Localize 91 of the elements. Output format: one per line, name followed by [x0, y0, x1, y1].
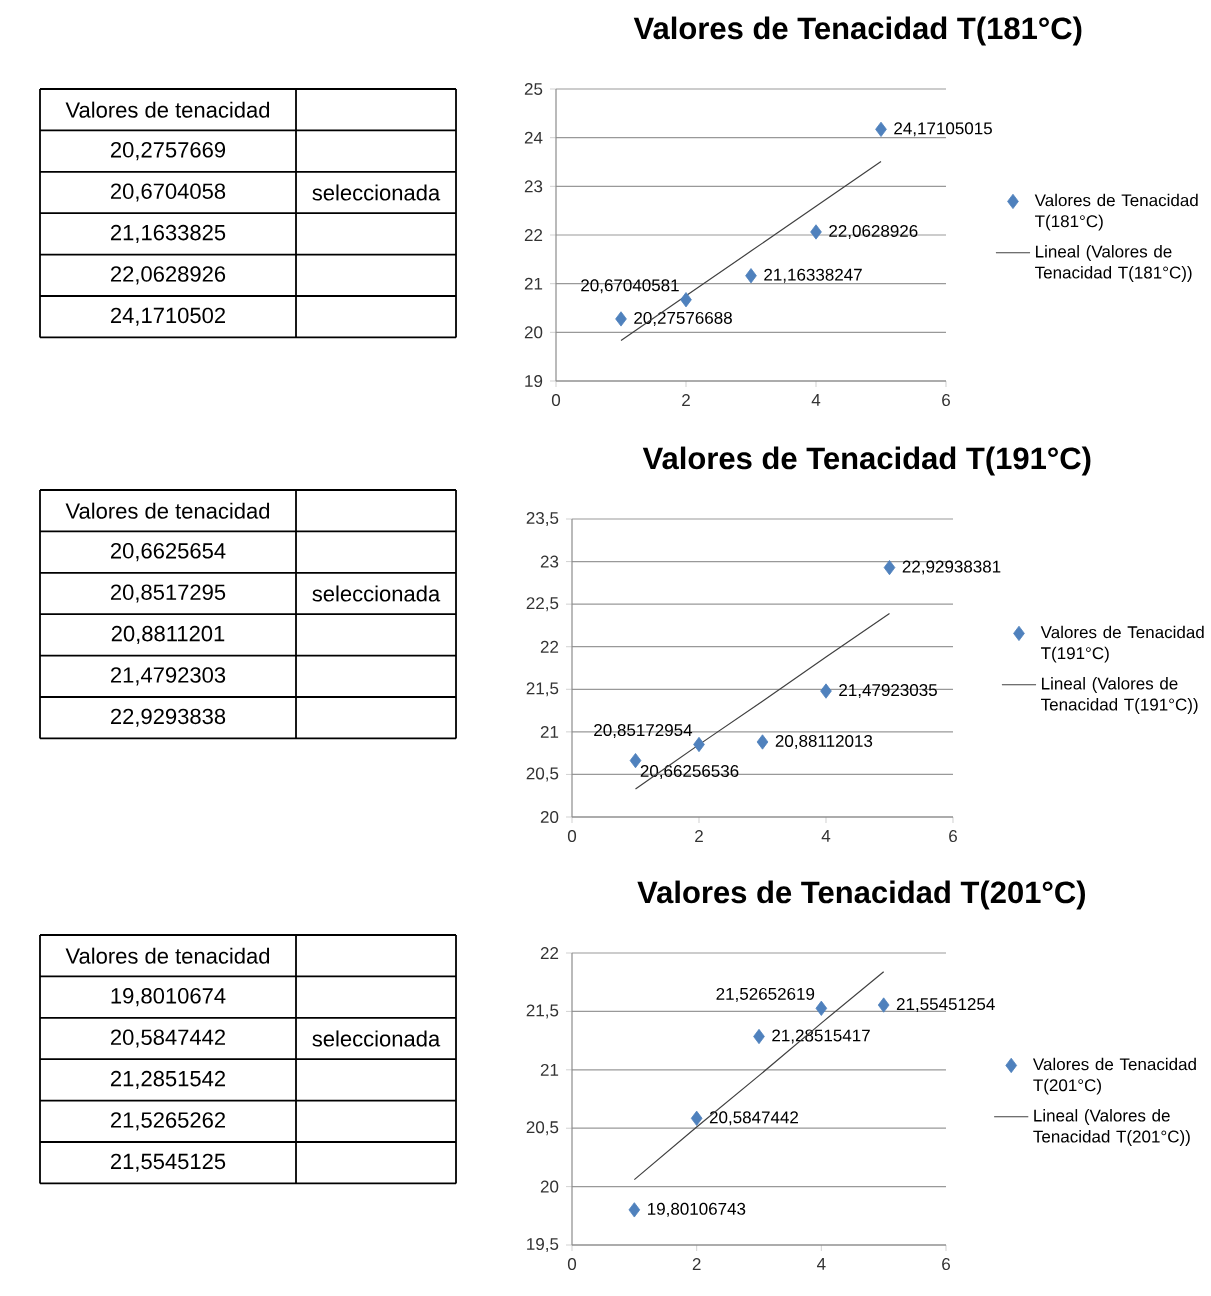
y-tick-label: 23: [540, 555, 559, 568]
data-label: 20,5847442: [709, 1111, 799, 1126]
point: [745, 268, 757, 284]
point: [753, 1028, 765, 1045]
y-tick-label: 19,5: [527, 1238, 559, 1253]
data-label: 20,85172954: [594, 724, 693, 739]
legend-label: Lineal (Valores de Tenacidad T(181°C)): [1035, 245, 1192, 282]
y-tick-label: 22: [540, 640, 559, 653]
x-tick-label: 4: [811, 394, 821, 406]
point: [875, 121, 887, 137]
point: [629, 752, 642, 769]
text: 20,8811201: [111, 625, 225, 645]
point: [615, 311, 627, 327]
point: [693, 736, 705, 753]
text: 20,5847442: [110, 1029, 225, 1048]
text: seleccionada: [312, 585, 441, 602]
text: 21,5265262: [110, 1112, 225, 1131]
line-series: [633, 971, 885, 1181]
data-label: 20,67040581: [581, 279, 679, 294]
data-label: 21,55451254: [896, 998, 995, 1013]
point: [877, 997, 890, 1013]
x-tick-label: 0: [567, 830, 577, 843]
text: 20,8517295: [110, 584, 226, 603]
data-label: 19,80106743: [648, 1202, 746, 1217]
data-label: 20,88112013: [775, 734, 873, 749]
y-tick-label: 22: [540, 947, 559, 959]
text: 21,2851542: [110, 1070, 225, 1090]
point: [815, 1000, 828, 1016]
x-tick-label: 4: [816, 1258, 826, 1270]
x-tick-label: 4: [821, 830, 831, 842]
x-tick-label: 6: [942, 1258, 950, 1271]
data-label: 24,17105015: [894, 122, 992, 137]
y-tick-label: 25: [524, 83, 543, 96]
legend-label: Valores de Tenacidad T(201°C): [1032, 1057, 1196, 1095]
text: 20,6625654: [110, 543, 226, 562]
data-label: 21,16338247: [764, 268, 862, 283]
text: 19,8010674: [111, 988, 226, 1007]
x-tick-label: 2: [682, 394, 690, 406]
x-tick-label: 2: [695, 830, 703, 842]
text: 21,5545125: [110, 1153, 226, 1172]
y-tick-label: 23: [524, 180, 543, 193]
point: [628, 1202, 641, 1218]
y-tick-label: 20: [540, 811, 559, 824]
text: 22,0628926: [110, 266, 226, 285]
text: 22,9293838: [110, 708, 226, 727]
point: [883, 559, 896, 576]
legend-label: Valores de Tenacidad T(181°C): [1034, 193, 1198, 231]
y-tick-label: 22: [524, 229, 543, 241]
y-tick-label: 20,5: [526, 767, 559, 782]
chart-title: Valores de Tenacidad T(191°C): [642, 446, 1091, 476]
text: 24,1710502: [110, 307, 225, 326]
chart-title: Valores de Tenacidad T(201°C): [637, 880, 1085, 910]
y-tick-label: 21: [524, 277, 543, 290]
data-label: 22,0628926: [829, 224, 918, 239]
text: seleccionada: [312, 184, 441, 201]
y-tick-label: 22,5: [526, 597, 559, 612]
x-tick-label: 0: [551, 394, 561, 407]
text: 21,1633825: [110, 224, 226, 243]
legend-label: Lineal (Valores de Tenacidad T(191°C)): [1041, 677, 1198, 714]
y-tick-label: 21: [540, 725, 559, 738]
y-tick-label: 20: [540, 1180, 559, 1193]
y-tick-label: 21: [540, 1063, 559, 1076]
data-label: 21,52652619: [716, 987, 815, 1002]
data-label: 21,47923035: [839, 684, 937, 699]
y-tick-label: 21,5: [526, 682, 559, 697]
text: 20,6704058: [110, 183, 226, 202]
y-tick-label: 23,5: [526, 512, 559, 527]
point: [810, 224, 822, 240]
text: 21,4792303: [110, 667, 226, 686]
text: 20,2757669: [110, 142, 226, 161]
y-tick-label: 21,5: [526, 1004, 559, 1019]
data-label: 22,92938381: [902, 560, 1001, 575]
point: [820, 683, 832, 699]
x-tick-label: 6: [949, 830, 957, 843]
y-tick-label: 20,5: [526, 1121, 559, 1136]
y-tick-label: 19: [525, 375, 543, 388]
y-tick-label: 20: [524, 326, 543, 339]
legend-label: Lineal (Valores de Tenacidad T(201°C)): [1033, 1109, 1190, 1146]
x-tick-label: 6: [942, 394, 950, 407]
point: [690, 1110, 703, 1126]
y-tick-label: 24: [524, 131, 543, 144]
chart-title: Valores de Tenacidad T(181°C): [633, 16, 1082, 46]
text: Valores de tenacidad: [65, 101, 270, 118]
point: [680, 292, 692, 308]
point: [756, 734, 769, 750]
x-tick-label: 2: [692, 1258, 701, 1270]
legend-label: Valores de Tenacidad T(191°C): [1040, 625, 1204, 663]
text: Valores de tenacidad: [65, 947, 270, 964]
text: seleccionada: [312, 1030, 441, 1047]
text: Valores de tenacidad: [65, 502, 270, 519]
x-tick-label: 0: [567, 1258, 577, 1271]
